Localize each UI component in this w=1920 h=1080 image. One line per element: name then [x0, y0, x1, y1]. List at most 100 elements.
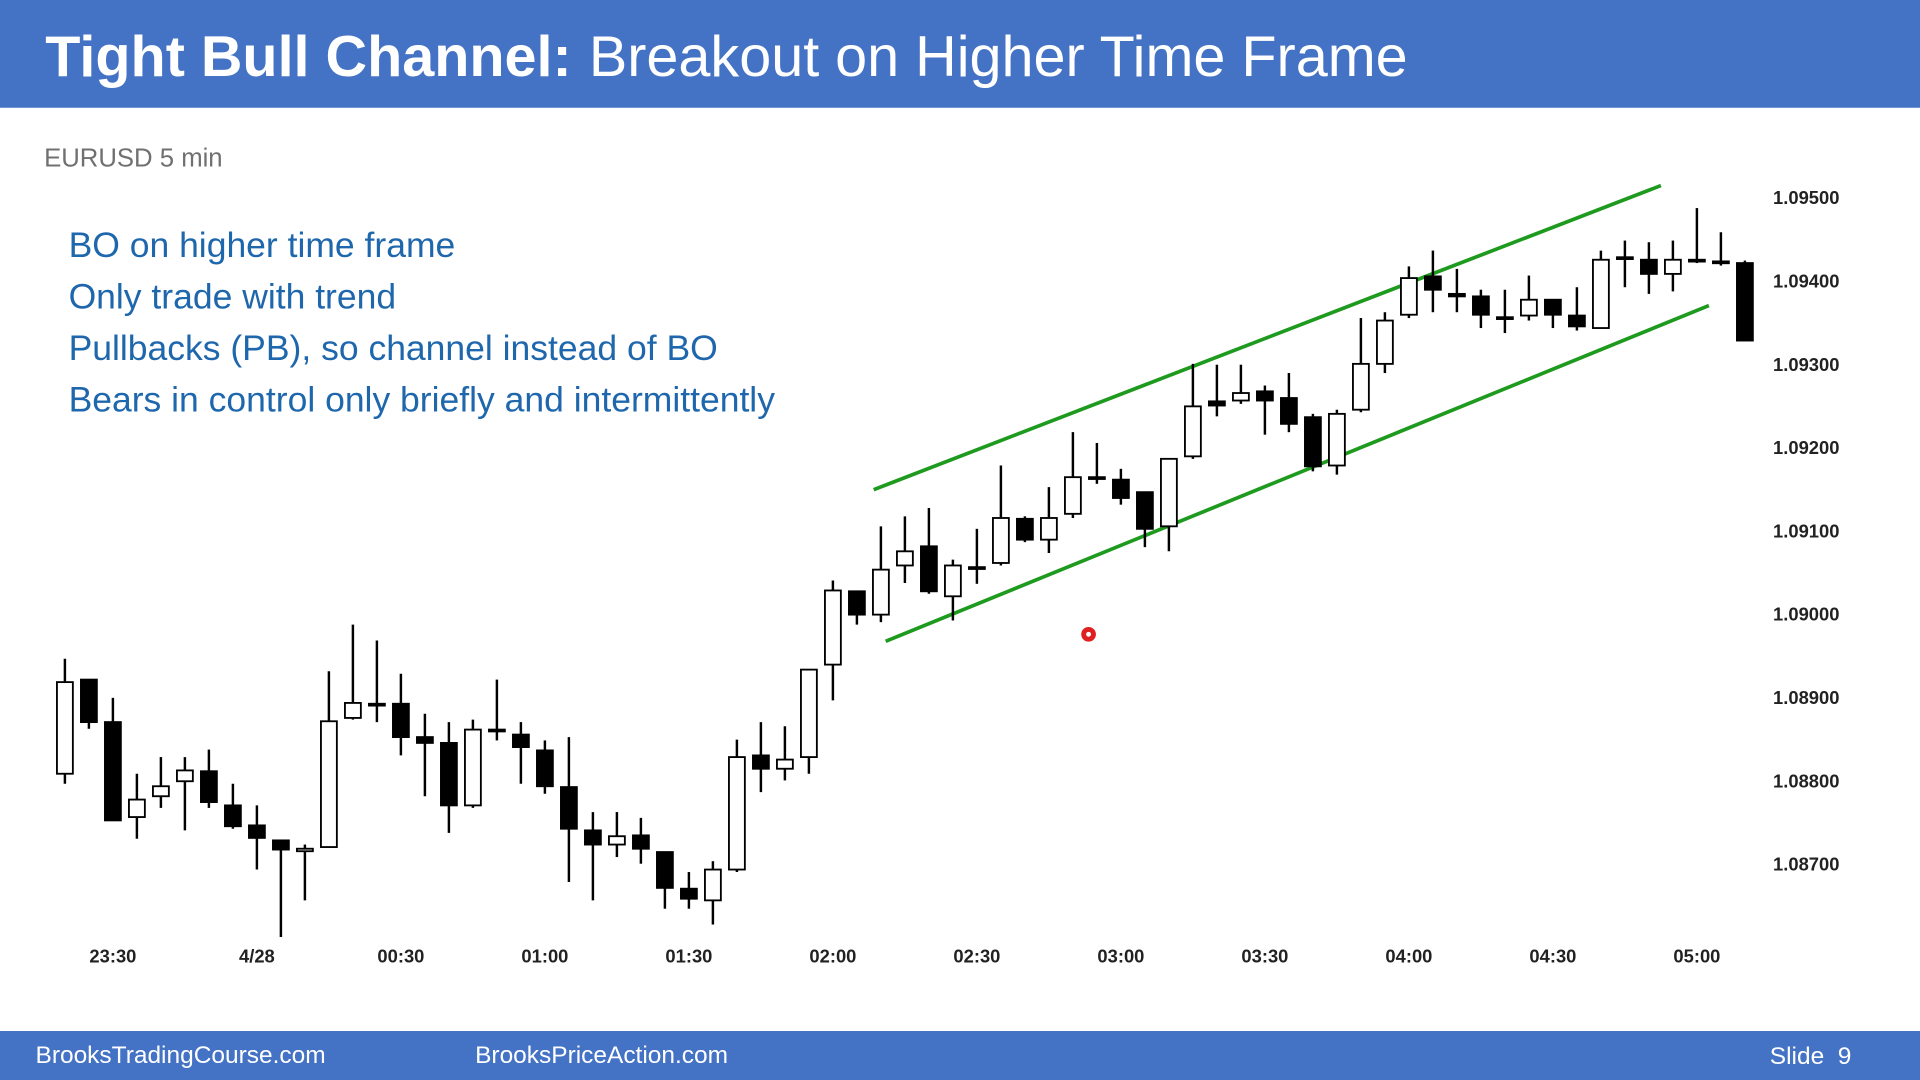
candle-body [344, 702, 362, 719]
candle-body [368, 702, 386, 707]
candle-body [1400, 277, 1418, 316]
x-tick-label: 01:30 [665, 945, 712, 966]
trend-line [873, 183, 1662, 492]
candle-body [680, 887, 698, 900]
candle-body [872, 568, 890, 616]
candle-body [584, 829, 602, 846]
x-tick-label: 00:30 [377, 945, 424, 966]
candle-body [1280, 397, 1298, 425]
candle-body [1568, 314, 1586, 328]
candle-body [224, 804, 242, 828]
candle-body [1304, 416, 1322, 468]
candle-body [704, 868, 722, 902]
y-tick-label: 1.09000 [1773, 604, 1839, 625]
candle-body [1376, 319, 1394, 365]
candle-body [656, 851, 674, 889]
footer-middle: BrooksPriceAction.com [475, 1042, 728, 1069]
candle-body [536, 749, 554, 788]
candle-body [248, 824, 266, 839]
annotation: Only trade with trend [69, 277, 397, 317]
x-tick-label: 05:00 [1673, 945, 1720, 966]
candle-body [296, 847, 314, 853]
candle-body [1088, 476, 1106, 480]
candle-body [1040, 517, 1058, 541]
y-tick-label: 1.09500 [1773, 187, 1839, 208]
annotation: BO on higher time frame [69, 225, 456, 265]
candle-body [1184, 405, 1202, 458]
y-tick-label: 1.08900 [1773, 687, 1839, 708]
candle-body [1136, 491, 1154, 530]
candle-body [1712, 260, 1730, 265]
candle-body [1208, 400, 1226, 407]
candle-body [272, 839, 290, 851]
y-tick-label: 1.09400 [1773, 271, 1839, 292]
candle-body [1016, 517, 1034, 541]
title-rest: Breakout on Higher Time Frame [589, 25, 1408, 89]
candle-body [1448, 292, 1466, 298]
candle-body [608, 835, 626, 846]
x-tick-label: 03:30 [1241, 945, 1288, 966]
x-tick-label: 01:00 [521, 945, 568, 966]
candle-body [1544, 298, 1562, 316]
x-tick-label: 04:00 [1385, 945, 1432, 966]
title-bold: Tight Bull Channel: [45, 25, 571, 89]
x-tick-label: 23:30 [89, 945, 136, 966]
x-tick-label: 02:00 [809, 945, 856, 966]
candle-body [104, 721, 122, 822]
candle-body [1160, 457, 1178, 528]
candle-body [1472, 295, 1490, 316]
candle-body [152, 785, 170, 798]
y-tick-label: 1.09200 [1773, 437, 1839, 458]
candle-body [968, 566, 986, 570]
y-tick-label: 1.08800 [1773, 770, 1839, 791]
candle-body [848, 590, 866, 616]
candle-body [416, 736, 434, 744]
candle-body [728, 756, 746, 871]
candle-body [1256, 390, 1274, 402]
y-tick-label: 1.08700 [1773, 854, 1839, 875]
candle-body [632, 834, 650, 850]
candle-body [440, 742, 458, 807]
footer-bar [0, 1031, 1920, 1080]
candle-body [1352, 362, 1370, 411]
candle-body [1232, 392, 1250, 402]
trend-line [885, 303, 1710, 643]
y-tick-label: 1.09100 [1773, 520, 1839, 541]
candle-body [992, 517, 1010, 564]
candle-body [1664, 258, 1682, 275]
candle-body [560, 786, 578, 830]
candle-body [776, 758, 794, 770]
candle-body [320, 720, 338, 848]
x-tick-label: 03:00 [1097, 945, 1144, 966]
candle-body [896, 550, 914, 567]
annotation: Pullbacks (PB), so channel instead of BO [69, 328, 718, 368]
candle-body [752, 754, 770, 770]
candle-body [800, 668, 818, 758]
cursor-center [1086, 631, 1092, 637]
header-bar [0, 0, 1920, 108]
candle-body [200, 770, 218, 803]
candle-body [176, 769, 194, 783]
candle-body [1112, 478, 1130, 499]
x-tick-label: 4/28 [239, 945, 275, 966]
chart-title: EURUSD 5 min [44, 145, 223, 173]
plot: BO on higher time frame Only trade with t… [56, 183, 1839, 966]
candle-body [1736, 262, 1754, 342]
candle-body [944, 564, 962, 598]
x-tick-label: 02:30 [953, 945, 1000, 966]
x-tick-label: 04:30 [1529, 945, 1576, 966]
candle-body [1328, 412, 1346, 467]
candle-body [56, 681, 74, 775]
candle-body [1688, 258, 1706, 263]
candle-body [1520, 298, 1538, 317]
candle-body [1592, 258, 1610, 329]
candle-body [392, 702, 410, 739]
candle-body [1640, 258, 1658, 275]
candle-body [512, 733, 530, 749]
candle-body [80, 678, 98, 724]
footer-left: BrooksTradingCourse.com [36, 1042, 326, 1069]
candle-body [1424, 275, 1442, 291]
annotation: Bears in control only briefly and interm… [69, 379, 776, 419]
